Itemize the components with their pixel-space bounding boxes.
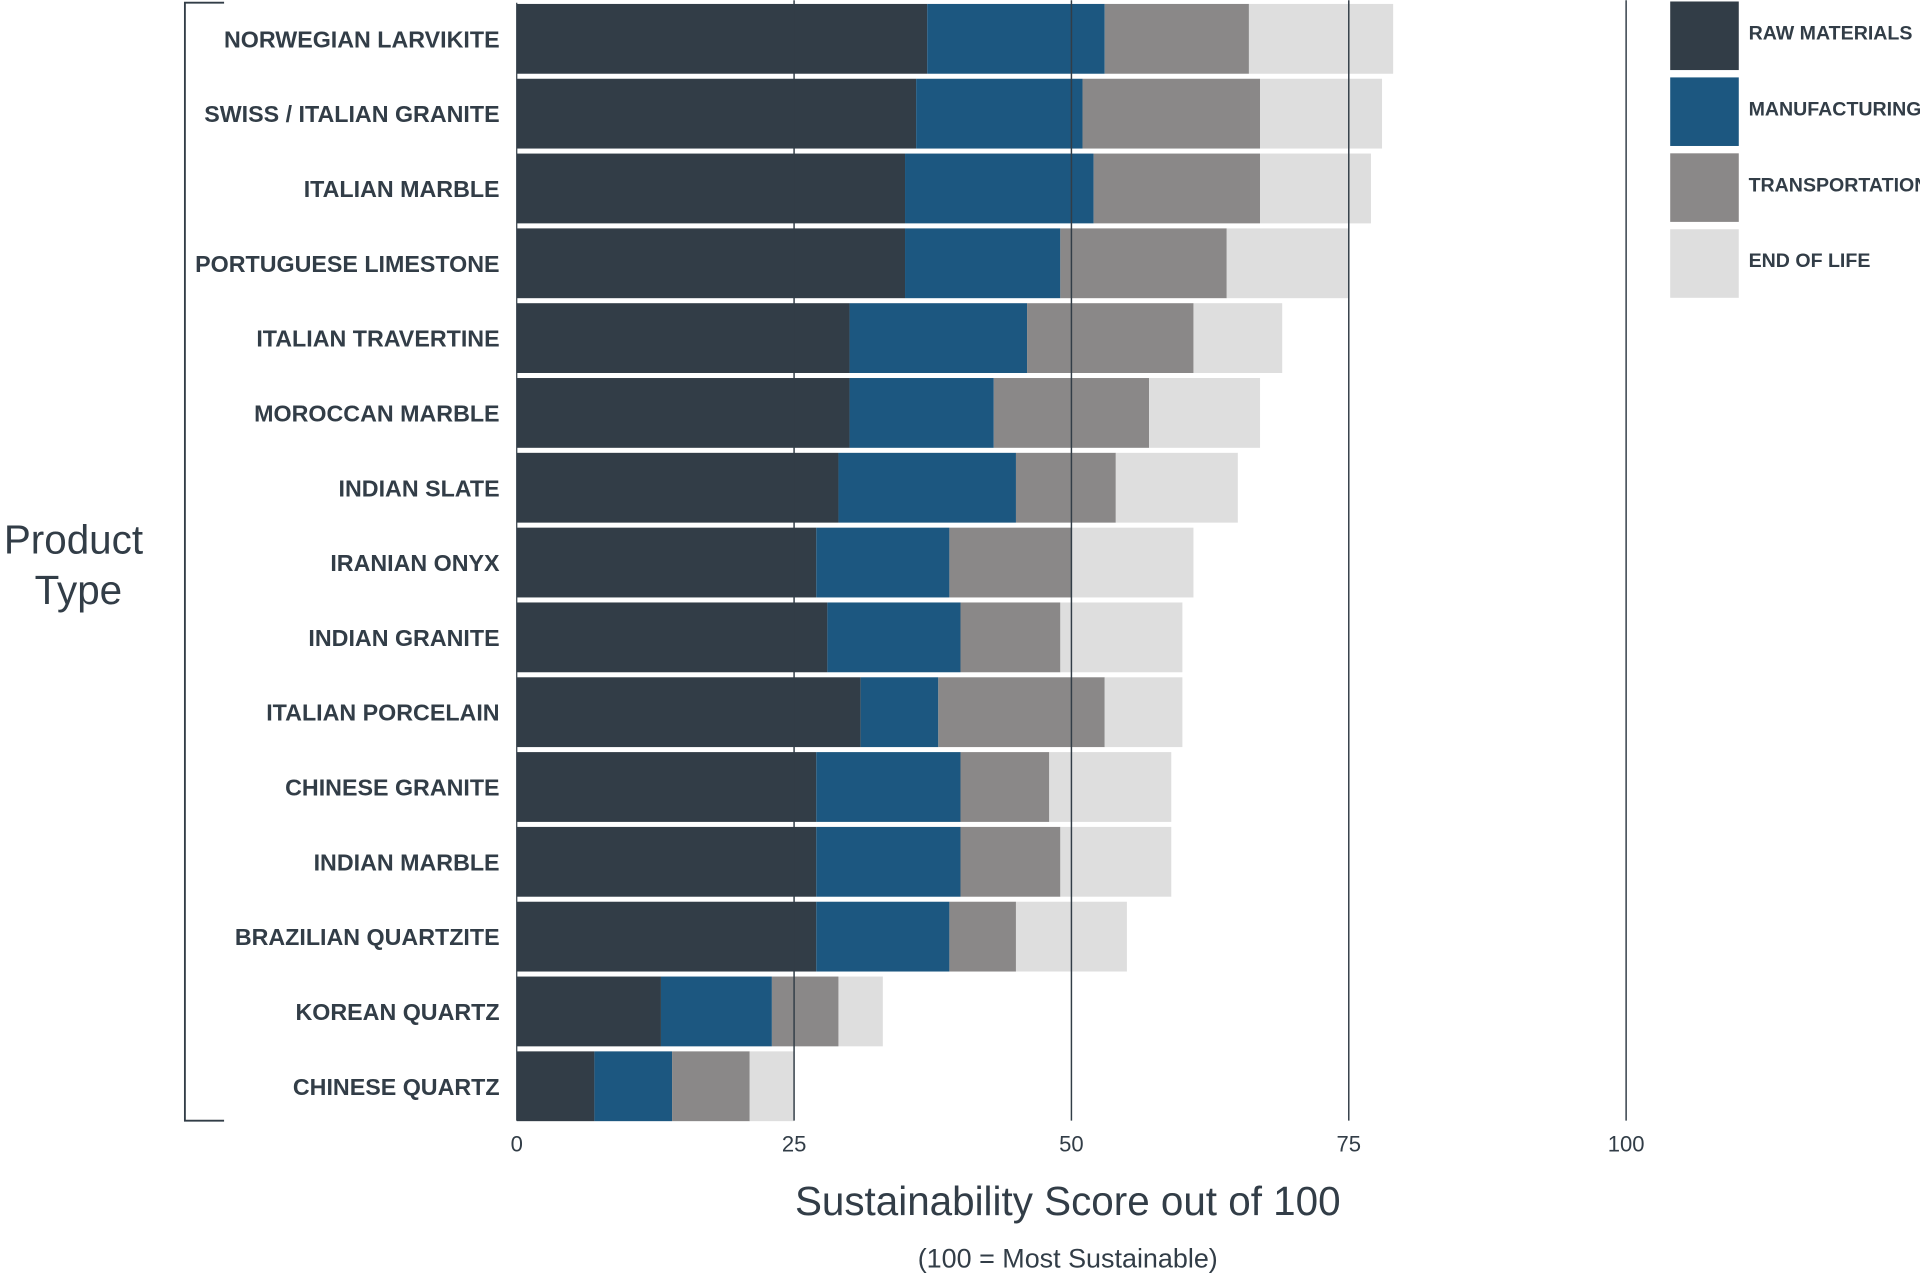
x-tick-labels: 0 25 50 75 100 <box>511 1131 1645 1156</box>
bar-segment-raw-materials <box>516 602 828 673</box>
legend-swatch <box>1670 77 1739 146</box>
x-tick-label: 0 <box>511 1131 523 1156</box>
bar-segment-transportation <box>960 602 1061 673</box>
bar-segment-manufacturing <box>905 153 1094 224</box>
category-label: ITALIAN PORCELAIN <box>266 700 499 726</box>
category-label: CHINESE QUARTZ <box>293 1074 500 1100</box>
legend-label: END OF LIFE <box>1749 250 1871 272</box>
bar-segment-transportation <box>1015 452 1116 523</box>
y-axis-label-line2: Type <box>35 567 123 613</box>
category-labels: NORWEGIAN LARVIKITE SWISS / ITALIAN GRANI… <box>195 26 500 1099</box>
bar-segment-manufacturing <box>816 901 950 972</box>
y-axis-bracket <box>183 1 225 1122</box>
category-label: INDIAN SLATE <box>339 475 500 501</box>
category-label: SWISS / ITALIAN GRANITE <box>204 101 499 127</box>
bar-segment-raw-materials <box>516 3 928 74</box>
bar-segment-end-of-life <box>1193 303 1283 373</box>
bar-segment-transportation <box>1082 78 1261 149</box>
legend: RAW MATERIALS MANUFACTURING TRANSPORTATION… <box>1670 1 1920 298</box>
bar-segment-transportation <box>1027 303 1194 373</box>
bar-segment-manufacturing <box>816 527 950 598</box>
bar-segment-raw-materials <box>516 228 906 299</box>
bar-segment-raw-materials <box>516 901 817 972</box>
bar-segment-transportation <box>949 527 1072 598</box>
bar-segment-manufacturing <box>816 826 961 897</box>
category-label: CHINESE GRANITE <box>285 775 499 801</box>
category-label: PORTUGUESE LIMESTONE <box>195 251 499 277</box>
category-label: MOROCCAN MARBLE <box>254 400 499 426</box>
x-tick-label: 75 <box>1337 1131 1362 1156</box>
bar-segment-manufacturing <box>849 378 994 448</box>
bar-segment-manufacturing <box>660 976 772 1047</box>
bar-segment-end-of-life <box>1049 752 1172 822</box>
category-label: NORWEGIAN LARVIKITE <box>224 26 500 52</box>
bar-segment-raw-materials <box>516 153 906 224</box>
bar-segment-raw-materials <box>516 677 861 748</box>
bar-segment-raw-materials <box>516 303 850 373</box>
bar-segment-manufacturing <box>594 1051 673 1122</box>
x-axis-subtitle: (100 = Most Sustainable) <box>918 1244 1218 1274</box>
bar-segment-manufacturing <box>905 228 1061 299</box>
bar-segment-end-of-life <box>1115 452 1238 523</box>
legend-swatch <box>1670 1 1739 71</box>
bar-segment-raw-materials <box>516 78 917 149</box>
legend-label: TRANSPORTATION <box>1749 174 1920 196</box>
bar-segment-manufacturing <box>860 677 939 748</box>
bar-segment-transportation <box>672 1051 750 1122</box>
bar-segment-transportation <box>960 826 1061 897</box>
bar-segment-raw-materials <box>516 1051 595 1122</box>
gridlines <box>516 0 1627 1121</box>
bar-segment-manufacturing <box>916 78 1083 149</box>
bar-segment-end-of-life <box>1260 78 1383 149</box>
category-label: BRAZILIAN QUARTZITE <box>235 924 500 950</box>
bar-segment-transportation <box>1093 153 1261 224</box>
legend-label: RAW MATERIALS <box>1749 22 1913 44</box>
category-label: IRANIAN ONYX <box>330 550 500 576</box>
bar-segment-end-of-life <box>1060 602 1183 673</box>
bar-segment-raw-materials <box>516 752 817 822</box>
bar-segment-manufacturing <box>816 752 961 822</box>
bar-segment-transportation <box>1104 3 1249 74</box>
bar-segment-end-of-life <box>1104 677 1183 748</box>
bar-segment-raw-materials <box>516 378 850 448</box>
bar-segment-raw-materials <box>516 826 817 897</box>
x-tick-label: 50 <box>1059 1131 1084 1156</box>
bar-segment-manufacturing <box>849 303 1028 373</box>
x-tick-label: 25 <box>782 1131 807 1156</box>
bar-segment-end-of-life <box>1248 3 1394 74</box>
legend-label: MANUFACTURING <box>1749 98 1920 120</box>
bar-segment-transportation <box>771 976 839 1047</box>
bar-segment-raw-materials <box>516 452 839 523</box>
bar-segment-end-of-life <box>1226 228 1349 299</box>
category-label: ITALIAN TRAVERTINE <box>256 326 499 352</box>
bar-segment-raw-materials <box>516 527 817 598</box>
bar-segment-transportation <box>949 901 1016 972</box>
category-label: INDIAN GRANITE <box>308 625 499 651</box>
x-axis-title: Sustainability Score out of 100 <box>795 1178 1341 1224</box>
bar-segment-transportation <box>1060 228 1227 299</box>
legend-swatch <box>1670 229 1739 298</box>
bar-segment-end-of-life <box>838 976 883 1047</box>
bar-segment-end-of-life <box>1060 826 1172 897</box>
bar-segment-transportation <box>960 752 1050 822</box>
category-label: KOREAN QUARTZ <box>296 999 500 1025</box>
category-label: ITALIAN MARBLE <box>304 176 500 202</box>
bar-segment-end-of-life <box>1260 153 1371 224</box>
y-axis-label-line1: Product <box>4 517 143 563</box>
bar-segment-raw-materials <box>516 976 661 1047</box>
bar-segment-transportation <box>938 677 1105 748</box>
bar-segment-end-of-life <box>1071 527 1194 598</box>
category-label: INDIAN MARBLE <box>314 849 500 875</box>
bar-segment-end-of-life <box>1149 378 1261 448</box>
bar-segment-manufacturing <box>827 602 961 673</box>
bar-segment-end-of-life <box>749 1051 795 1122</box>
legend-swatch <box>1670 153 1739 222</box>
bars <box>516 3 1394 1122</box>
bar-segment-manufacturing <box>927 3 1105 74</box>
bar-segment-manufacturing <box>838 452 1016 523</box>
x-tick-label: 100 <box>1608 1131 1645 1156</box>
